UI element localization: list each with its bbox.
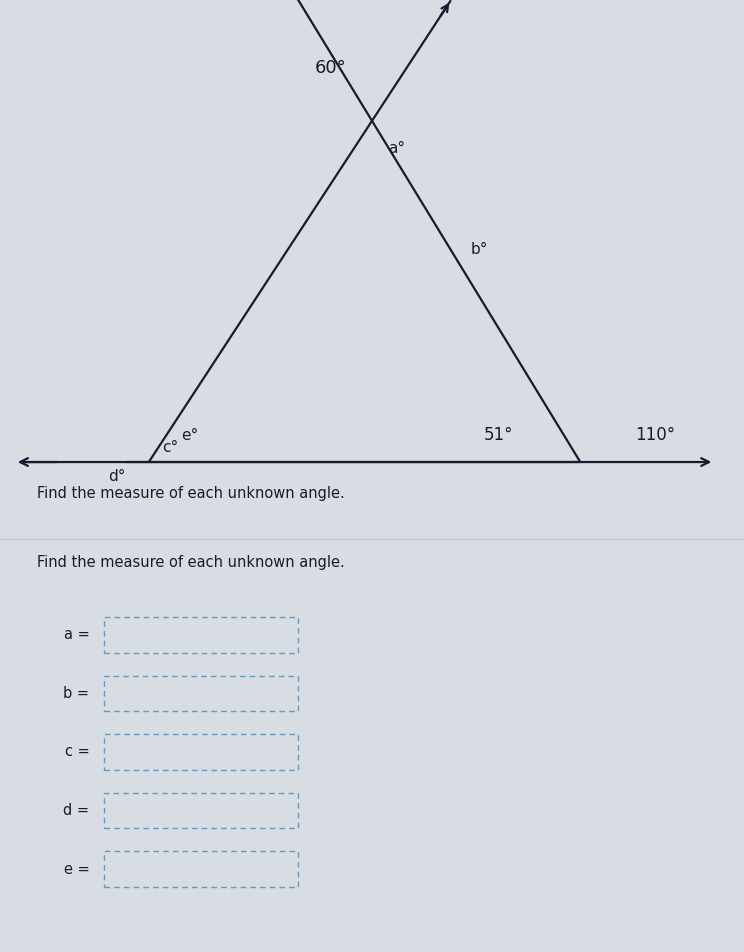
Text: b =: b = (63, 685, 89, 701)
Text: d°: d° (108, 469, 126, 485)
Text: c°: c° (162, 440, 179, 455)
Text: Find the measure of each unknown angle.: Find the measure of each unknown angle. (37, 555, 345, 570)
Text: Find the measure of each unknown angle.: Find the measure of each unknown angle. (37, 486, 345, 501)
Text: 51°: 51° (484, 426, 513, 444)
Text: a°: a° (388, 141, 405, 156)
Text: e =: e = (63, 862, 89, 877)
Text: a =: a = (63, 627, 89, 643)
Text: b°: b° (471, 243, 488, 257)
Text: 60°: 60° (315, 58, 347, 76)
Text: c =: c = (65, 744, 89, 760)
Text: d =: d = (63, 803, 89, 818)
Text: 110°: 110° (635, 426, 675, 444)
Text: e°: e° (181, 427, 199, 443)
